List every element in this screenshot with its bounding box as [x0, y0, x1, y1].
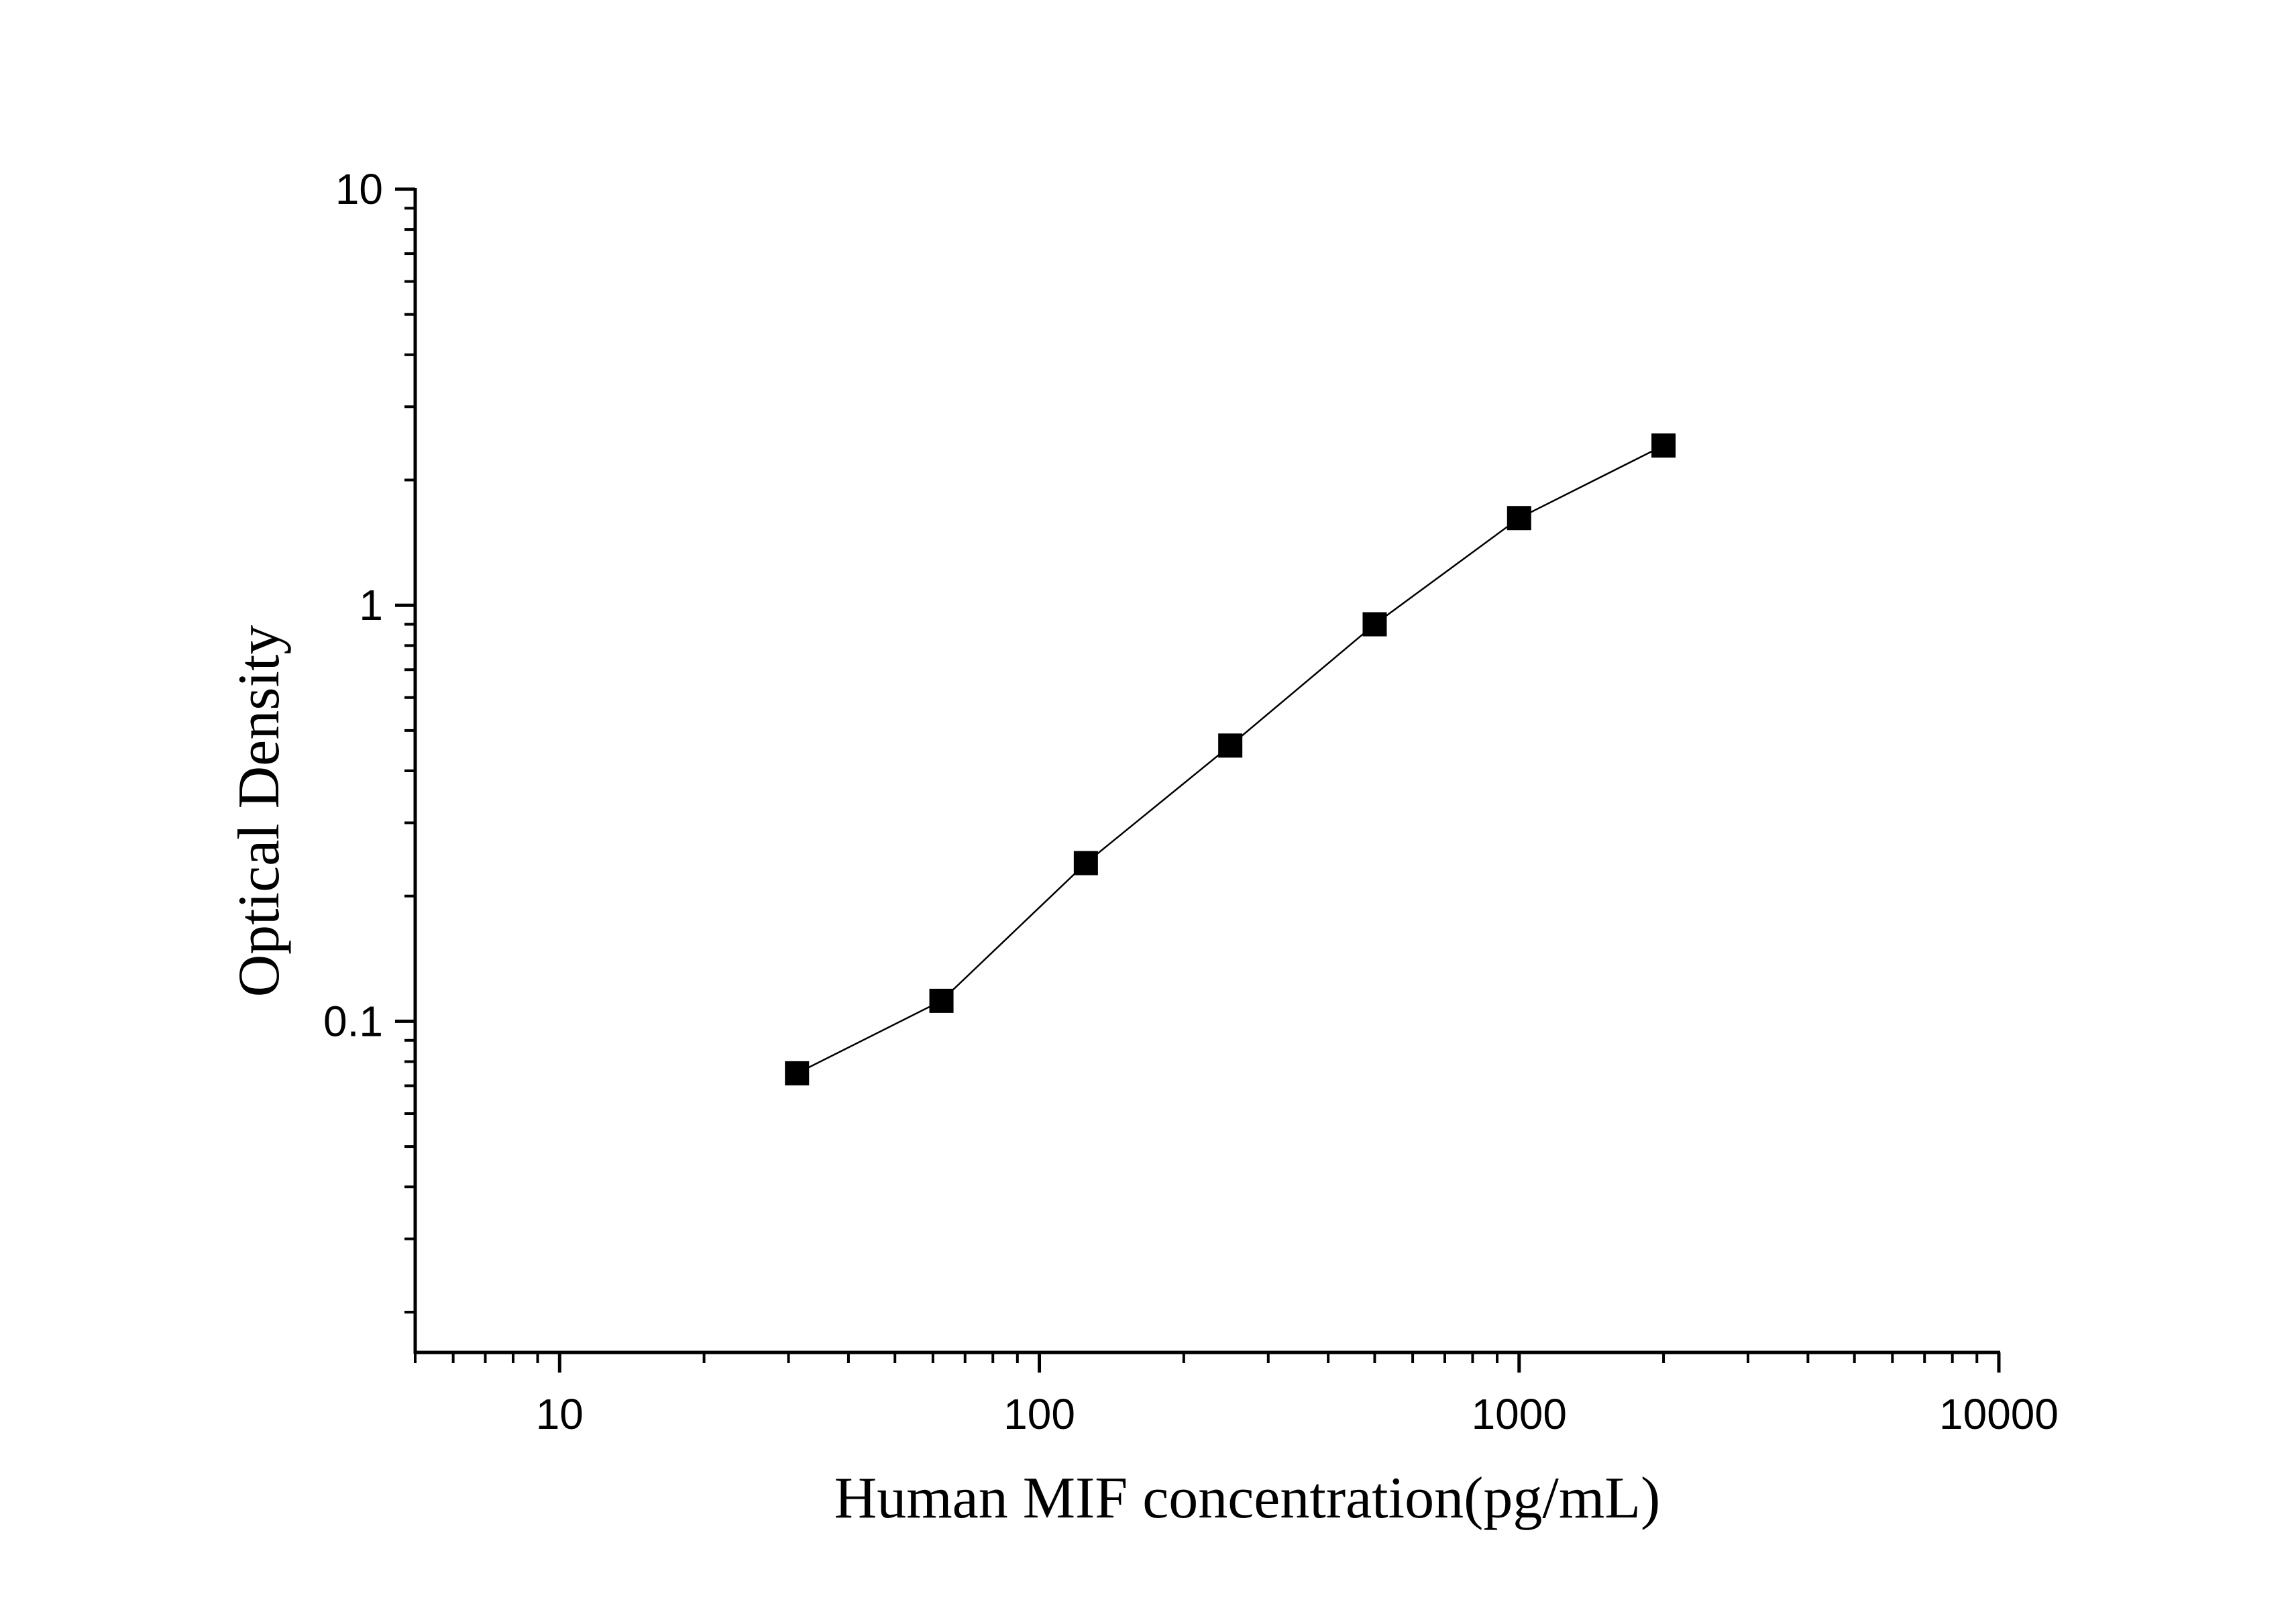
x-tick-label: 100	[1003, 1390, 1075, 1438]
x-axis-title: Human MIF concentration(pg/mL)	[834, 1466, 1661, 1531]
series-line	[796, 445, 1664, 1075]
y-axis-title: Optical Density	[227, 625, 292, 998]
data-point	[1218, 733, 1243, 758]
x-tick-label: 10	[536, 1390, 584, 1438]
data-point	[929, 988, 954, 1013]
data-series	[785, 433, 1676, 1085]
data-point	[1507, 506, 1531, 531]
x-axis-ticks	[414, 1352, 2001, 1373]
y-axis-tick-labels: 0.1 1 10	[323, 165, 383, 1045]
y-tick-label: 0.1	[323, 997, 383, 1045]
data-point	[1362, 612, 1387, 637]
x-tick-label: 10000	[1939, 1390, 2059, 1438]
y-tick-label: 1	[359, 581, 383, 629]
y-tick-label: 10	[335, 165, 383, 213]
y-axis-ticks	[395, 187, 415, 1314]
data-point	[785, 1061, 810, 1085]
data-point	[1651, 433, 1676, 458]
data-point	[1073, 851, 1098, 875]
axes	[413, 188, 2000, 1354]
x-axis-tick-labels: 10 100 1000 10000	[536, 1390, 2059, 1438]
x-tick-label: 1000	[1472, 1390, 1567, 1438]
